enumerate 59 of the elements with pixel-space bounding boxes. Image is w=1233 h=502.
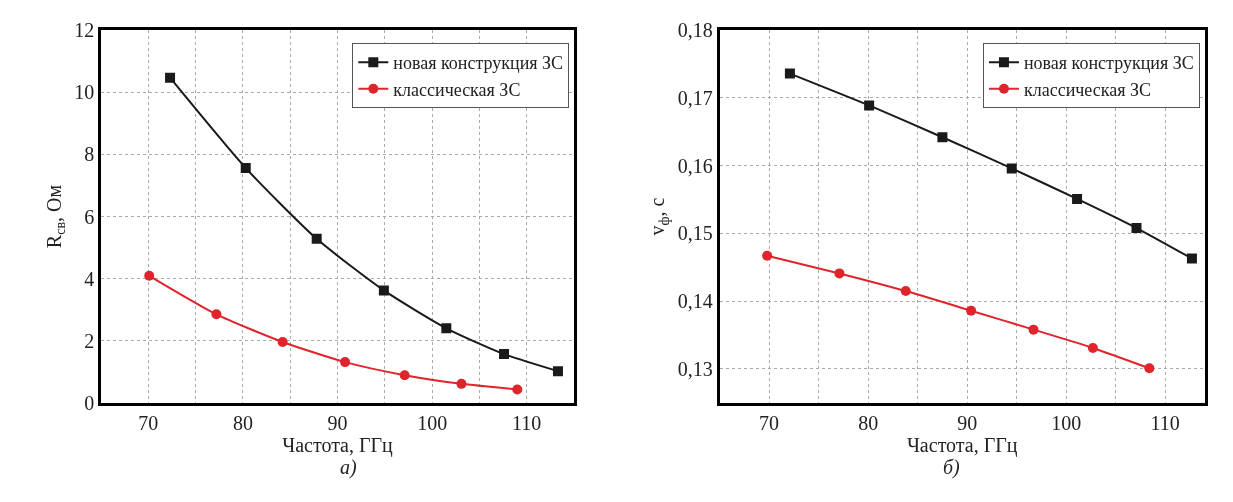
x-tick-label: 70 [759, 411, 780, 434]
point [1186, 253, 1197, 264]
x-tick-label: 80 [858, 411, 879, 434]
point [499, 349, 510, 360]
point [1087, 342, 1098, 353]
point [240, 163, 251, 174]
x-axis-title: Частота, ГГц [906, 433, 1018, 457]
point [456, 378, 467, 389]
text: а) [340, 456, 357, 479]
y-tick-label: 0,17 [677, 86, 713, 109]
y-tick-label: 0,14 [677, 290, 713, 313]
point [1028, 324, 1039, 335]
point [937, 132, 948, 143]
point [1144, 363, 1155, 374]
legend-label: новая конструкция ЗС [1023, 53, 1194, 74]
point [1072, 193, 1083, 204]
x-tick-label: 110 [1150, 411, 1180, 434]
y-tick-label: 0,15 [677, 222, 713, 245]
y-tick-label: 10 [74, 81, 95, 104]
x-tick-label: 110 [512, 411, 542, 434]
legend-label: классическая ЗС [1023, 79, 1152, 100]
x-tick-label: 100 [1051, 411, 1082, 434]
point [900, 286, 911, 297]
point [864, 100, 875, 111]
y-tick-label: 4 [84, 267, 95, 290]
y-tick-label: 0 [84, 391, 95, 414]
x-tick-label: 100 [417, 411, 448, 434]
point [512, 384, 523, 395]
point [784, 68, 795, 79]
y-tick-label: 8 [84, 143, 95, 166]
x-tick-label: 80 [232, 411, 253, 434]
point [277, 336, 288, 347]
x-tick-label: 70 [138, 411, 159, 434]
point [311, 233, 322, 244]
point [399, 370, 410, 381]
point [165, 72, 176, 83]
point [552, 366, 563, 377]
y-tick-label: 12 [74, 19, 95, 42]
legend-label: новая конструкция ЗС [393, 53, 564, 74]
point [211, 309, 222, 320]
legend-label: классическая ЗС [393, 79, 521, 100]
text: б) [943, 456, 961, 479]
y-tick-label: 2 [84, 329, 95, 352]
point [1006, 163, 1017, 174]
y-tick-label: 0,18 [677, 19, 713, 42]
x-tick-label: 90 [957, 411, 978, 434]
x-axis-title: Частота, ГГц [282, 433, 394, 457]
y-tick-label: 6 [84, 205, 95, 228]
point [762, 250, 773, 261]
y-tick-label: 0,16 [677, 154, 713, 177]
point [378, 285, 389, 296]
point [441, 323, 452, 334]
x-tick-label: 90 [327, 411, 348, 434]
point [144, 270, 155, 281]
point [834, 268, 845, 279]
point [1131, 223, 1142, 234]
point [340, 357, 351, 368]
point [966, 305, 977, 316]
y-tick-label: 0,13 [677, 357, 713, 380]
